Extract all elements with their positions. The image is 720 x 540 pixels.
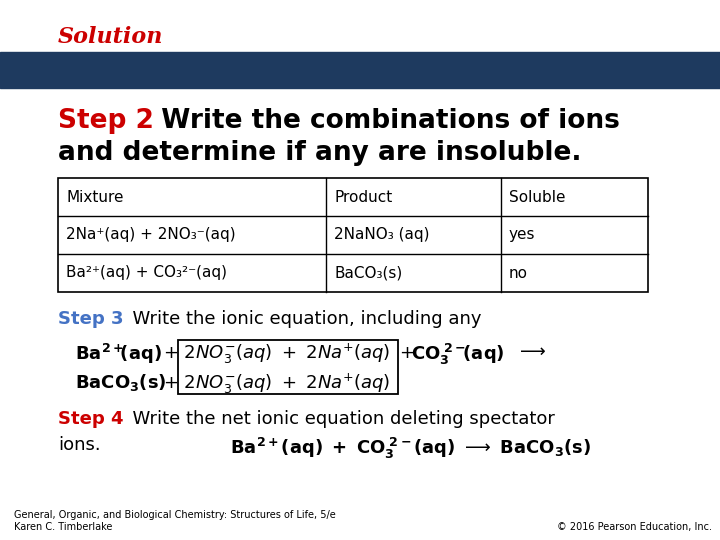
Text: Mixture: Mixture: [66, 190, 124, 205]
Bar: [58, 178, 648, 292]
Text: no: no: [508, 266, 528, 280]
Bar: [0, 52, 720, 88]
Text: $\longrightarrow$: $\longrightarrow$: [516, 342, 546, 360]
Text: Write the combinations of ions: Write the combinations of ions: [143, 108, 620, 134]
Text: Solution: Solution: [58, 26, 163, 48]
Text: Step 2: Step 2: [58, 108, 154, 134]
Text: Step 3: Step 3: [58, 310, 124, 328]
Text: Soluble: Soluble: [508, 190, 565, 205]
Text: $\mathbf{Ba^{2+}\!\!(aq)}$: $\mathbf{Ba^{2+}\!\!(aq)}$: [75, 342, 162, 366]
Bar: [178, 340, 398, 394]
Text: Step 4: Step 4: [58, 410, 124, 428]
Text: Ba²⁺(aq) + CO₃²⁻(aq): Ba²⁺(aq) + CO₃²⁻(aq): [66, 266, 227, 280]
Text: $\mathbf{Ba^{2+}(aq)\ +\ CO_3^{\ 2-}(aq)}$$\ \longrightarrow\ $$\mathbf{BaCO_3(s: $\mathbf{Ba^{2+}(aq)\ +\ CO_3^{\ 2-}(aq)…: [230, 436, 591, 461]
Text: $\mathbf{BaCO_3(s)}$: $\mathbf{BaCO_3(s)}$: [75, 372, 166, 393]
Text: ions.: ions.: [58, 436, 101, 454]
Text: and determine if any are insoluble.: and determine if any are insoluble.: [58, 140, 582, 166]
Text: General, Organic, and Biological Chemistry: Structures of Life, 5/e
Karen C. Tim: General, Organic, and Biological Chemist…: [14, 510, 336, 532]
Text: $+\ 2NO_3^{-}(aq)\ +\ 2Na^{+}(aq)$: $+\ 2NO_3^{-}(aq)\ +\ 2Na^{+}(aq)$: [163, 372, 390, 396]
Text: $+\ 2NO_3^{-}(aq)\ +\ 2Na^{+}(aq)\ +$: $+\ 2NO_3^{-}(aq)\ +\ 2Na^{+}(aq)\ +$: [163, 342, 415, 366]
Text: 2Na⁺(aq) + 2NO₃⁻(aq): 2Na⁺(aq) + 2NO₃⁻(aq): [66, 227, 235, 242]
Text: © 2016 Pearson Education, Inc.: © 2016 Pearson Education, Inc.: [557, 522, 712, 532]
Text: BaCO₃(s): BaCO₃(s): [335, 266, 402, 280]
Text: Write the ionic equation, including any: Write the ionic equation, including any: [121, 310, 482, 328]
Text: yes: yes: [508, 227, 535, 242]
Text: $\mathbf{CO_3^{\ 2-}\!\!(aq)}$: $\mathbf{CO_3^{\ 2-}\!\!(aq)}$: [411, 342, 505, 367]
Text: Product: Product: [335, 190, 392, 205]
Text: 2NaNO₃ (aq): 2NaNO₃ (aq): [335, 227, 430, 242]
Text: Write the net ionic equation deleting spectator: Write the net ionic equation deleting sp…: [121, 410, 555, 428]
